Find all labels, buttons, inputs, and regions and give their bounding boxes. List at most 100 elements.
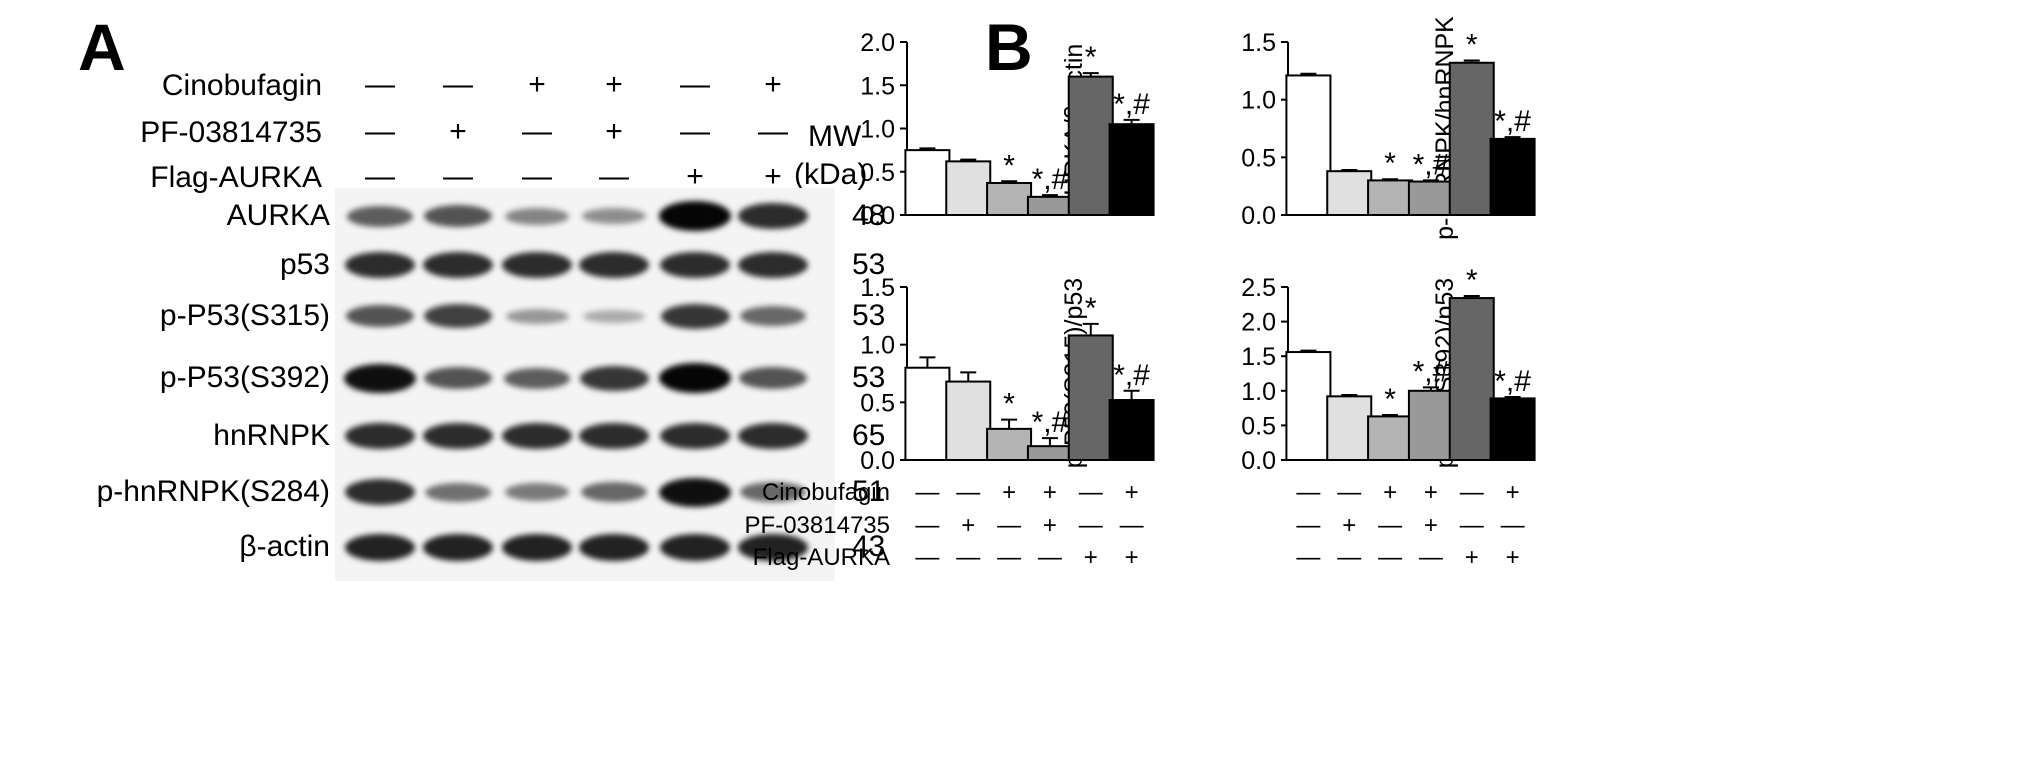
blot-band [501, 533, 573, 561]
significance-label: *,# [1494, 365, 1531, 398]
blot-band [579, 423, 649, 449]
treatment-sign: — [1079, 512, 1103, 539]
treatment-sign: — [443, 68, 473, 101]
bar [904, 149, 951, 216]
treatment-sign: + [1125, 479, 1139, 506]
panel-b-letter: B [985, 10, 1033, 84]
significance-label: *,# [1494, 105, 1531, 138]
y-tick-label: 2.0 [1241, 309, 1276, 337]
blot-band [502, 423, 572, 449]
significance-label: * [1085, 292, 1097, 325]
treatment-sign: — [758, 115, 788, 148]
treatment-sign: — [1419, 544, 1443, 571]
y-tick-label: 1.5 [860, 72, 895, 100]
blot-band [504, 207, 570, 225]
blot-band [579, 252, 649, 278]
bar-chart: 0.00.51.01.52.0AURKA/β-actin**,#**,# [860, 29, 1155, 230]
treatment-sign: + [1043, 479, 1057, 506]
mw-value: 53 [852, 361, 886, 394]
blot-band [424, 205, 492, 227]
blot-band [659, 533, 731, 561]
blot-band [740, 306, 806, 326]
bar-chart: 0.00.51.01.52.02.5 p-P53(S392)/p53**,#**,… [1241, 264, 1536, 475]
bar [1067, 334, 1114, 461]
y-tick-label: 0.0 [860, 447, 895, 475]
treatment-sign: + [1002, 479, 1016, 506]
treatment-sign: + [1465, 544, 1479, 571]
bar [1326, 395, 1373, 461]
blot-band [423, 423, 493, 449]
bar [1108, 123, 1155, 216]
treatment-sign: — [997, 512, 1021, 539]
blot-label: p-hnRNPK(S284) [96, 475, 330, 508]
blot-band [660, 252, 730, 278]
mw-value: 51 [852, 475, 886, 508]
blot-band [660, 303, 730, 329]
blot-label: β-actin [239, 530, 330, 563]
blot-band [344, 363, 416, 393]
blot-band [740, 482, 806, 502]
bar [1285, 74, 1332, 216]
blot-band [578, 533, 650, 561]
blot-strip [335, 408, 835, 470]
blot-label: p53 [279, 248, 330, 281]
blot-band [424, 367, 492, 389]
significance-label: *,# [1413, 148, 1450, 181]
treatment-sign: + [528, 68, 546, 101]
blot-band [344, 533, 416, 561]
mw-value: 65 [852, 419, 886, 452]
bar [945, 160, 992, 216]
treatment-label: PF-03814735 [140, 116, 322, 149]
blot-band [425, 482, 491, 502]
treatment-sign: — [1337, 544, 1361, 571]
y-tick-label: 1.5 [1241, 343, 1276, 371]
significance-label: * [1466, 264, 1478, 297]
y-tick-label: 0.0 [1241, 202, 1276, 230]
significance-label: *,# [1113, 359, 1150, 392]
treatment-sign: — [1337, 479, 1361, 506]
significance-label: *,# [1032, 406, 1069, 439]
treatment-sign: + [686, 160, 704, 193]
treatment-sign: + [961, 512, 975, 539]
treatment-sign: — [1296, 512, 1320, 539]
bar [1489, 397, 1536, 461]
treatment-sign: + [449, 115, 467, 148]
treatment-sign: + [605, 68, 623, 101]
treatment-sign: — [1296, 479, 1320, 506]
y-tick-label: 1.5 [860, 274, 895, 302]
treatment-sign: — [997, 544, 1021, 571]
treatment-sign: — [1296, 544, 1320, 571]
y-tick-label: 0.0 [860, 202, 895, 230]
treatment-sign: — [1038, 544, 1062, 571]
treatment-sign: — [915, 544, 939, 571]
treatment-sign: — [1120, 512, 1144, 539]
treatment-sign: — [365, 160, 395, 193]
mw-value: 48 [852, 199, 886, 232]
mw-value: 43 [852, 530, 886, 563]
y-tick-label: 0.5 [860, 159, 895, 187]
bar [1407, 180, 1454, 216]
bar [945, 380, 992, 461]
bar-chart: 0.00.51.01.5p-P53(S315)/p53**,#**,# [860, 274, 1155, 475]
significance-label: *,# [1113, 88, 1150, 121]
blot-band [659, 201, 731, 231]
bar [1026, 195, 1073, 217]
significance-label: * [1003, 388, 1015, 421]
bar [1285, 351, 1332, 462]
blot-band [583, 309, 645, 323]
blot-band [503, 367, 571, 389]
blot-band [346, 305, 414, 327]
y-tick-label: 0.5 [1241, 144, 1276, 172]
treatment-label: PF-03814735 [745, 512, 890, 539]
blot-band [738, 423, 808, 449]
blot-band [737, 533, 809, 561]
bar [1367, 415, 1414, 461]
bar [1407, 389, 1454, 461]
treatment-sign: + [1084, 544, 1098, 571]
y-tick-label: 0.5 [860, 389, 895, 417]
bar [1067, 75, 1114, 216]
y-tick-label: 0.0 [1241, 447, 1276, 475]
significance-label: *,# [1413, 355, 1450, 388]
blot-strip [335, 519, 835, 581]
